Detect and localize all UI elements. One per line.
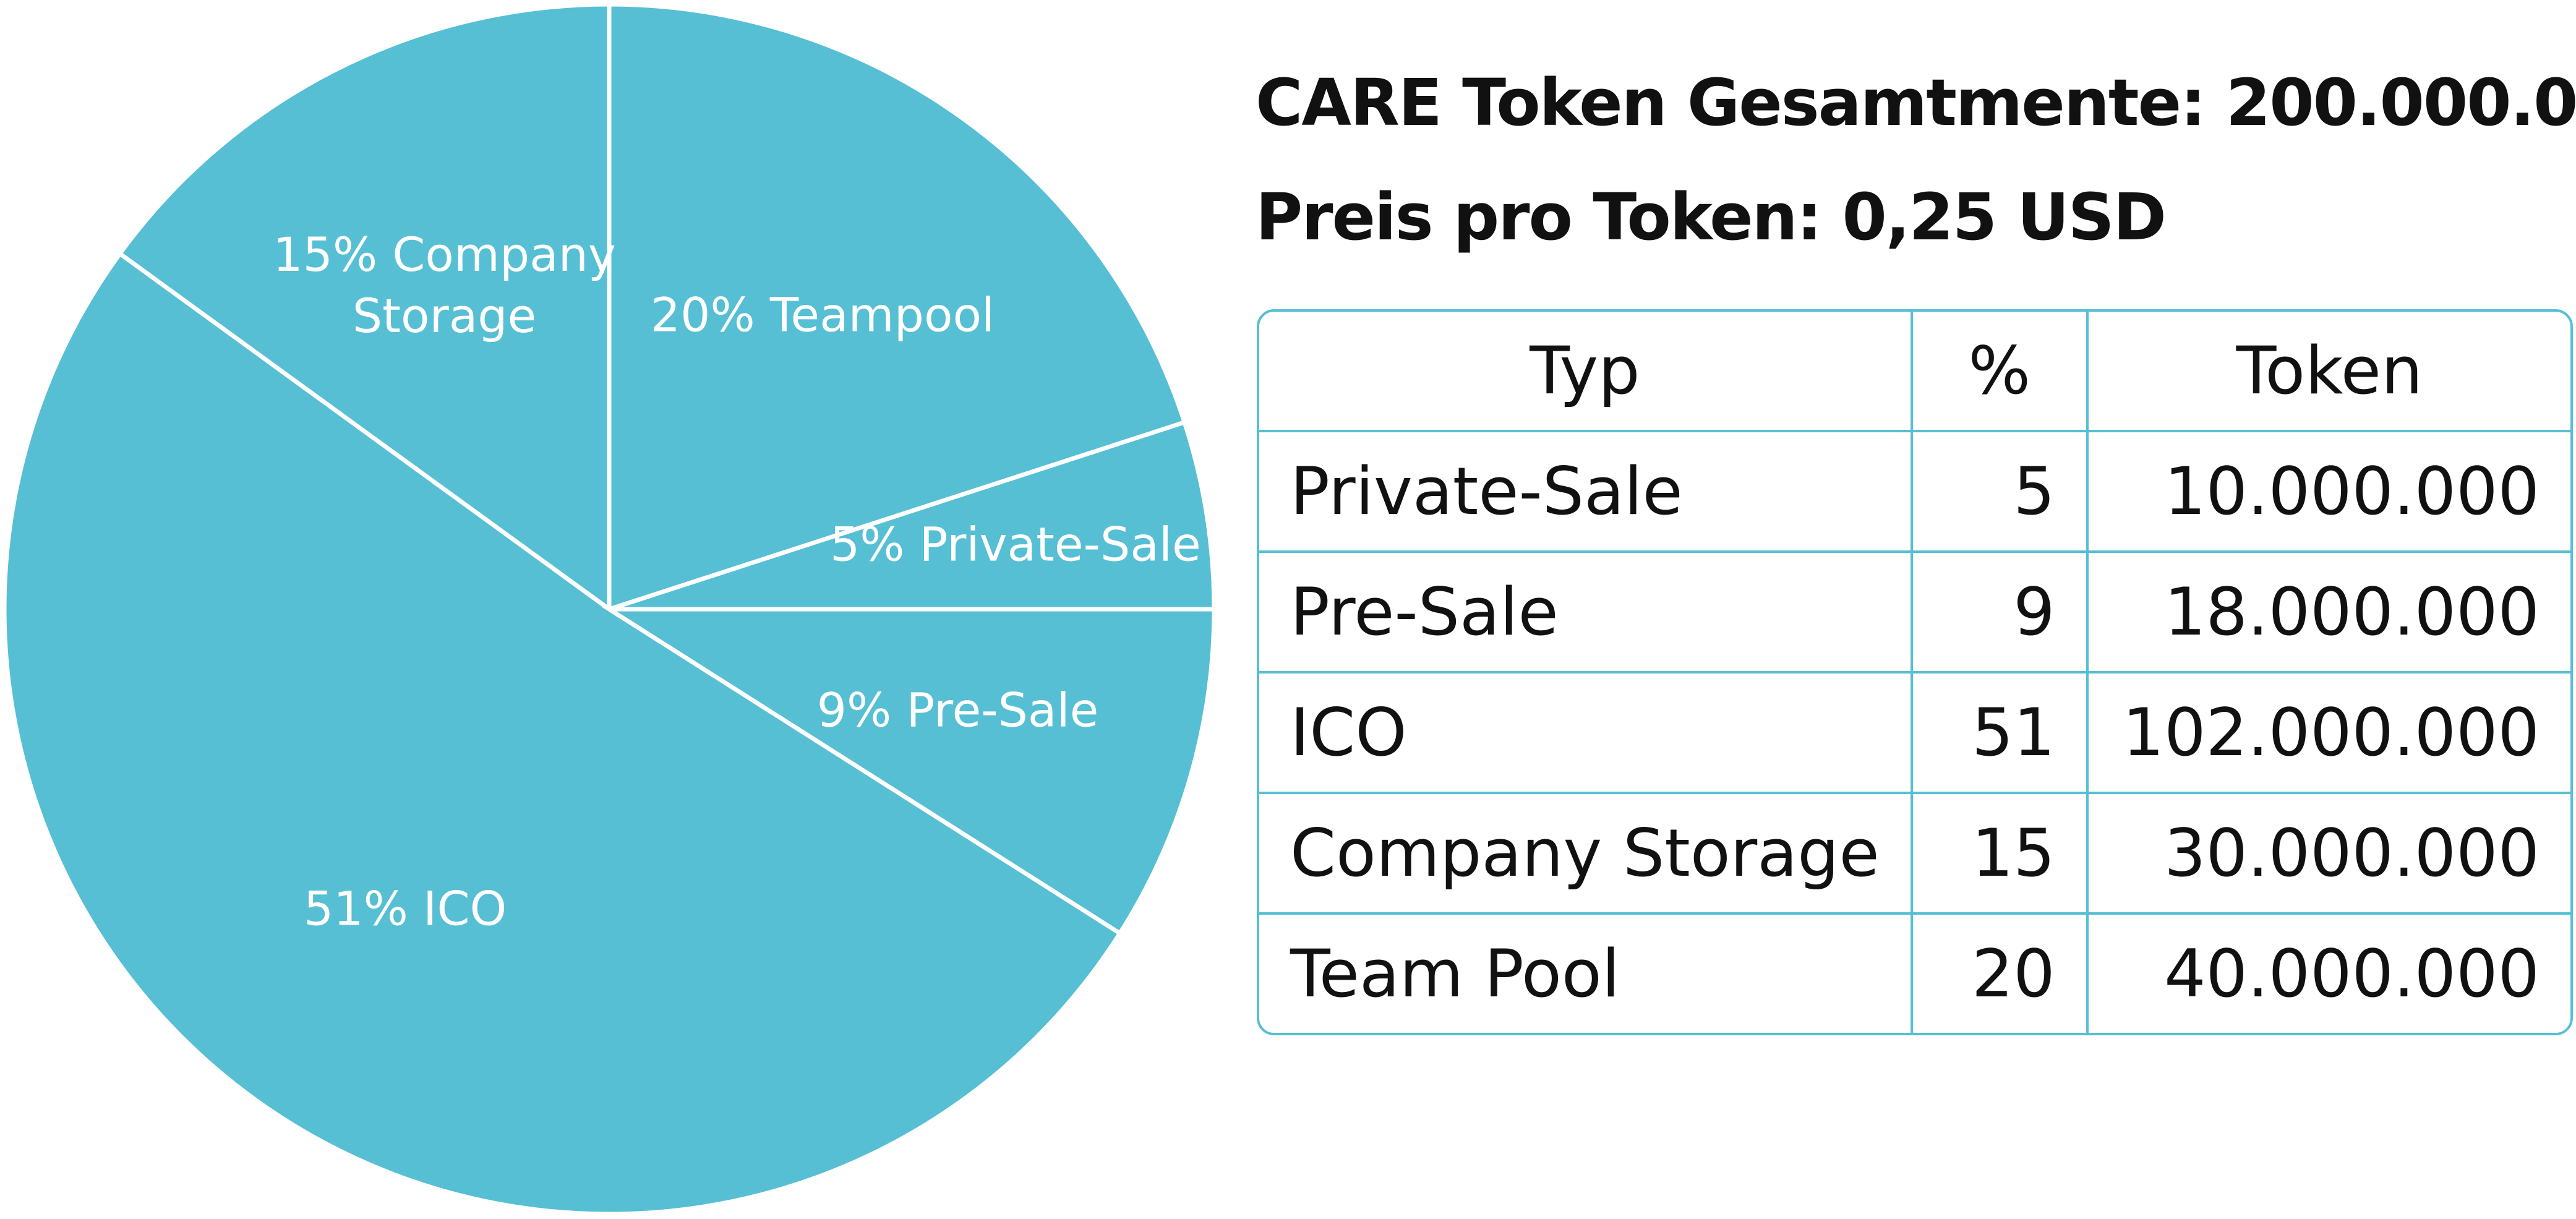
table-cell: 30.000.000 bbox=[2088, 794, 2570, 915]
slice-label: 51% ICO bbox=[303, 881, 507, 936]
table-cell: 9 bbox=[1912, 553, 2089, 674]
table-cell: Typ bbox=[1259, 312, 1913, 432]
table-cell: Pre-Sale bbox=[1259, 553, 1913, 674]
pie-slice bbox=[2, 250, 1123, 1217]
pie-slice bbox=[601, 607, 1217, 936]
table-cell: 102.000.000 bbox=[2088, 674, 2570, 794]
table-row: Private-Sale 5 10.000.000 bbox=[1259, 432, 2570, 553]
table-cell: 20 bbox=[1913, 915, 2089, 1033]
table-cell: Token bbox=[2088, 312, 2570, 432]
table-cell: 15 bbox=[1912, 794, 2089, 915]
table-cell: 5 bbox=[1912, 432, 2089, 553]
table-row: Pre-Sale 9 18.000.000 bbox=[1259, 553, 2570, 674]
slice-label: 9% Pre-Sale bbox=[816, 682, 1099, 738]
pie-slice bbox=[116, 2, 612, 614]
table-row: ICO 51 102.000.000 bbox=[1259, 674, 2570, 794]
table-cell: 40.000.000 bbox=[2164, 936, 2540, 1012]
pie-slice bbox=[607, 2, 1187, 612]
table-row: Team Pool 20 40.000.000 bbox=[1259, 915, 2570, 1033]
pie-chart bbox=[2, 2, 1217, 1217]
slice-label: 15% Company Storage bbox=[273, 227, 616, 344]
pie-slice bbox=[608, 419, 1217, 612]
allocation-table: Typ% Token Private-Sale 5 10.000.000 Pre-Sale… bbox=[1257, 309, 2573, 1035]
token-price: Preis pro Token: 0,25 USD bbox=[1256, 179, 2167, 255]
table-cell: 51 bbox=[1912, 674, 2089, 794]
table-row: Company Storage 15 30.000.000 bbox=[1259, 794, 2570, 915]
table-row: Typ% Token bbox=[1259, 312, 2570, 432]
table-cell: Team Pool bbox=[1259, 915, 1913, 1033]
slice-label: 5% Private-Sale bbox=[829, 516, 1201, 572]
table-cell: ICO bbox=[1259, 674, 1913, 794]
table-cell: % bbox=[1912, 312, 2089, 432]
total-supply: CARE Token Gesamtmente: 200.000.000 bbox=[1256, 65, 2576, 140]
table-cell: Company Storage bbox=[1259, 794, 1913, 915]
table-cell: 10.000.000 bbox=[2088, 432, 2570, 553]
table-cell: Private-Sale bbox=[1259, 432, 1913, 553]
slice-label: 20% Teampool bbox=[650, 287, 995, 343]
table-cell: 18.000.000 bbox=[2088, 553, 2570, 674]
